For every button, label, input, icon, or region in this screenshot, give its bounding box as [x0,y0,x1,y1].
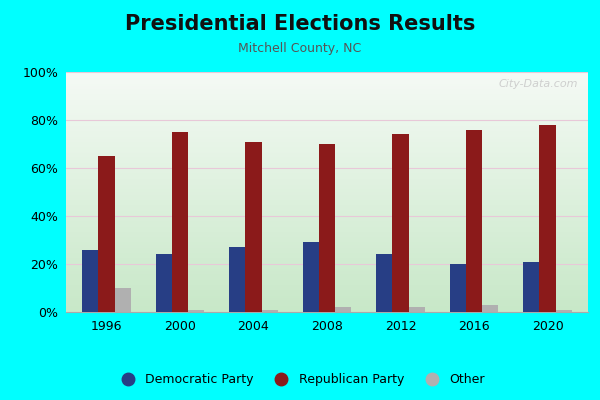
Bar [319,144,335,312]
Text: Presidential Elections Results: Presidential Elections Results [125,14,475,34]
Bar [188,310,204,312]
Legend: Democratic Party, Republican Party, Other: Democratic Party, Republican Party, Othe… [112,369,488,390]
Bar [539,125,556,312]
Bar [155,254,172,312]
Bar [172,132,188,312]
Bar [556,310,572,312]
Bar [482,305,499,312]
Bar [335,307,351,312]
Bar [229,247,245,312]
Bar [303,242,319,312]
Bar [245,142,262,312]
Bar [115,288,131,312]
Bar [466,130,482,312]
Bar [450,264,466,312]
Bar [392,134,409,312]
Bar [376,254,392,312]
Bar [409,307,425,312]
Text: Mitchell County, NC: Mitchell County, NC [238,42,362,55]
Bar [98,156,115,312]
Bar [523,262,539,312]
Text: City-Data.com: City-Data.com [498,79,578,89]
Bar [82,250,98,312]
Bar [262,310,278,312]
